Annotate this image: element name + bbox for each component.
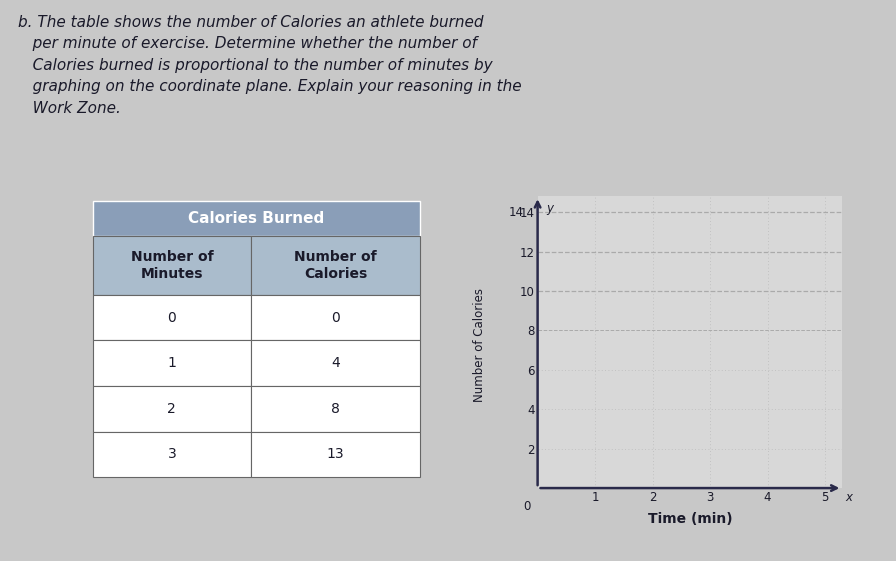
Text: Number of
Calories: Number of Calories <box>294 250 377 280</box>
Text: 0: 0 <box>168 311 177 325</box>
Bar <box>93 386 251 431</box>
Text: 8: 8 <box>332 402 340 416</box>
Text: b. The table shows the number of Calories an athlete burned
   per minute of exe: b. The table shows the number of Calorie… <box>18 15 521 116</box>
Bar <box>93 295 251 341</box>
Text: 0: 0 <box>523 500 531 513</box>
Text: 2: 2 <box>168 402 177 416</box>
Bar <box>93 341 251 386</box>
Bar <box>93 431 251 477</box>
Bar <box>251 236 420 295</box>
Bar <box>251 431 420 477</box>
Text: x: x <box>845 491 852 504</box>
Text: Number of Calories: Number of Calories <box>473 288 486 402</box>
Bar <box>251 295 420 341</box>
X-axis label: Time (min): Time (min) <box>648 512 732 526</box>
Text: 4: 4 <box>332 356 340 370</box>
Text: 1: 1 <box>168 356 177 370</box>
Text: Calories Burned: Calories Burned <box>188 211 324 226</box>
Text: y: y <box>547 203 553 215</box>
Text: 3: 3 <box>168 447 177 461</box>
Bar <box>251 341 420 386</box>
Bar <box>93 200 420 236</box>
Bar <box>93 236 251 295</box>
Text: 13: 13 <box>327 447 344 461</box>
Text: Number of
Minutes: Number of Minutes <box>131 250 213 280</box>
Text: 0: 0 <box>332 311 340 325</box>
Text: 14: 14 <box>508 206 523 219</box>
Bar <box>251 386 420 431</box>
